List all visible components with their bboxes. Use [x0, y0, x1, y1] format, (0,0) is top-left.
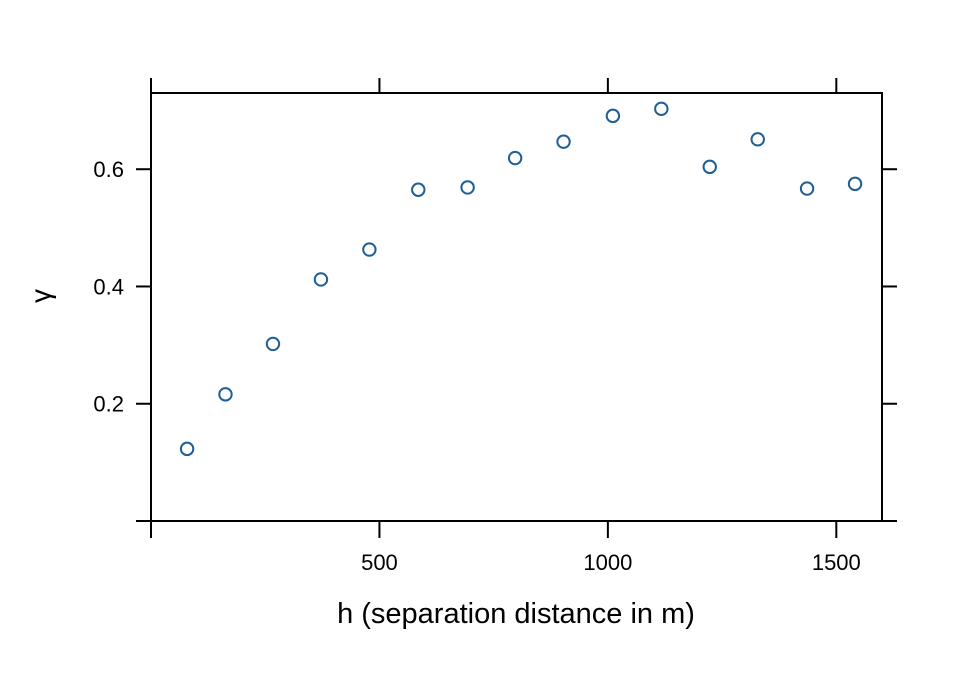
x-tick-label: 500 — [361, 550, 398, 575]
data-point — [750, 132, 765, 147]
plot-frame-layer — [150, 92, 883, 522]
data-point — [799, 181, 815, 196]
data-point — [605, 108, 621, 124]
data-point — [702, 159, 717, 175]
x-tick-label: 1000 — [583, 550, 632, 575]
data-point — [507, 150, 523, 166]
plot-frame — [150, 92, 883, 522]
data-point — [654, 101, 669, 117]
y-tick-label: 0.2 — [93, 392, 124, 417]
tick-labels-layer: 500 1000 1500 0.2 0.4 0.6 — [93, 157, 860, 575]
y-tick-label: 0.4 — [93, 274, 124, 299]
x-axis-label: h (separation distance in m) — [337, 598, 695, 630]
y-axis-label: γ — [25, 289, 56, 303]
data-point — [411, 182, 426, 197]
data-points-layer — [179, 101, 863, 457]
data-point — [265, 336, 281, 352]
data-point — [847, 176, 863, 192]
data-point — [218, 387, 233, 402]
data-point — [313, 272, 329, 287]
data-point — [179, 441, 195, 457]
axis-ticks-layer — [136, 78, 897, 538]
data-point — [362, 242, 377, 257]
x-tick-label: 1500 — [812, 550, 861, 575]
y-tick-label: 0.6 — [93, 157, 124, 182]
data-point — [460, 180, 475, 195]
data-point — [556, 134, 571, 149]
